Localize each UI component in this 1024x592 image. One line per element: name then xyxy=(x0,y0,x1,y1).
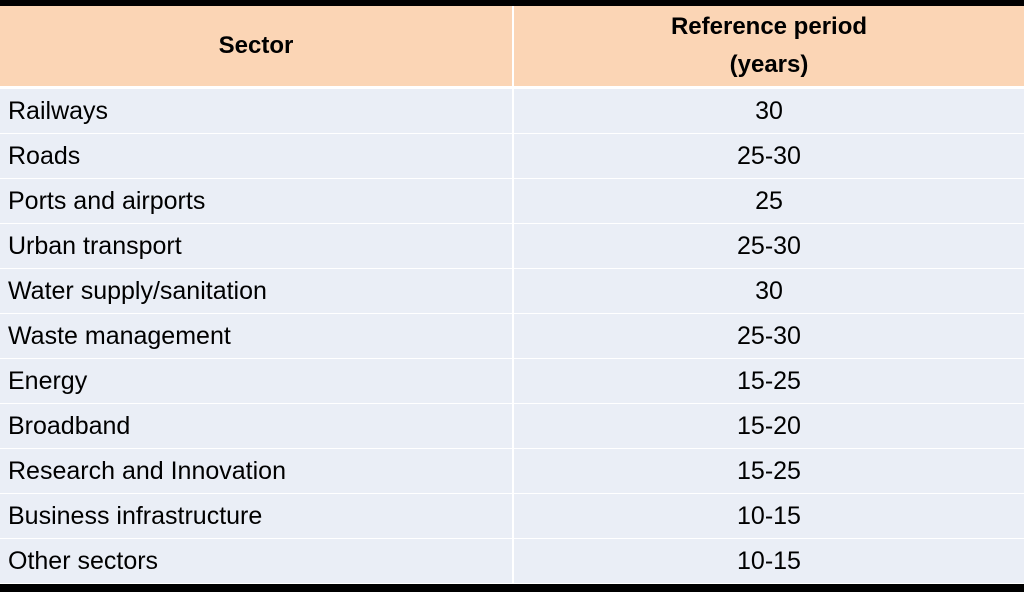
table-row: Business infrastructure 10-15 xyxy=(0,493,1024,539)
reference-period-table: Sector Reference period (years) Railways… xyxy=(0,6,1024,583)
period-cell: 25-30 xyxy=(513,313,1024,359)
table-row: Other sectors 10-15 xyxy=(0,538,1024,583)
period-cell: 25 xyxy=(513,178,1024,224)
table-row: Research and Innovation 15-25 xyxy=(0,448,1024,494)
sector-cell: Ports and airports xyxy=(0,178,514,224)
table-row: Urban transport 25-30 xyxy=(0,223,1024,269)
table-row: Ports and airports 25 xyxy=(0,178,1024,224)
header-sector: Sector xyxy=(0,6,514,89)
period-cell: 30 xyxy=(513,268,1024,314)
sector-cell: Other sectors xyxy=(0,538,514,583)
header-reference-period: Reference period (years) xyxy=(513,6,1024,89)
period-cell: 15-25 xyxy=(513,448,1024,494)
reference-period-table-frame: Sector Reference period (years) Railways… xyxy=(0,6,1024,584)
sector-cell: Water supply/sanitation xyxy=(0,268,514,314)
period-cell: 25-30 xyxy=(513,133,1024,179)
sector-cell: Business infrastructure xyxy=(0,493,514,539)
sector-cell: Energy xyxy=(0,358,514,404)
period-cell: 10-15 xyxy=(513,493,1024,539)
table-row: Broadband 15-20 xyxy=(0,403,1024,449)
sector-cell: Waste management xyxy=(0,313,514,359)
table-row: Energy 15-25 xyxy=(0,358,1024,404)
header-row: Sector Reference period (years) xyxy=(0,6,1024,89)
table-row: Water supply/sanitation 30 xyxy=(0,268,1024,314)
period-cell: 15-25 xyxy=(513,358,1024,404)
table-row: Roads 25-30 xyxy=(0,133,1024,179)
sector-cell: Research and Innovation xyxy=(0,448,514,494)
header-reference-period-line1: Reference period xyxy=(670,13,868,40)
table-row: Waste management 25-30 xyxy=(0,313,1024,359)
period-cell: 15-20 xyxy=(513,403,1024,449)
sector-cell: Railways xyxy=(0,87,514,134)
period-cell: 25-30 xyxy=(513,223,1024,269)
sector-cell: Broadband xyxy=(0,403,514,449)
table-row: Railways 30 xyxy=(0,87,1024,134)
period-cell: 30 xyxy=(513,87,1024,134)
sector-cell: Roads xyxy=(0,133,514,179)
period-cell: 10-15 xyxy=(513,538,1024,583)
header-reference-period-line2: (years) xyxy=(729,51,809,78)
sector-cell: Urban transport xyxy=(0,223,514,269)
